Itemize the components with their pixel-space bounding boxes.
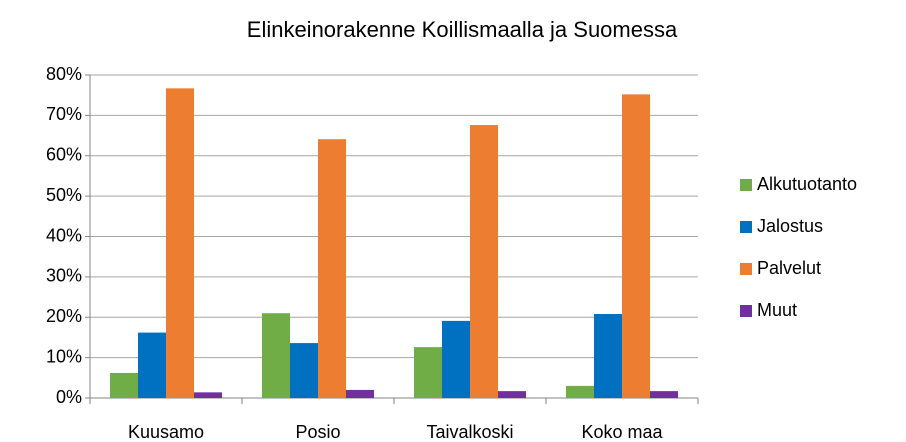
bar [346, 389, 374, 398]
bar [650, 391, 678, 398]
bar [166, 88, 194, 398]
bar [262, 313, 290, 398]
bar [498, 391, 526, 398]
legend-swatch [740, 221, 752, 233]
bar [138, 332, 166, 398]
y-tick-label: 70% [46, 104, 82, 124]
x-tick-label: Kuusamo [128, 422, 204, 442]
y-tick-label: 80% [46, 64, 82, 84]
bar [110, 372, 138, 398]
bar [414, 347, 442, 398]
y-tick-label: 10% [46, 346, 82, 366]
y-tick-label: 20% [46, 306, 82, 326]
x-tick-label: Posio [295, 422, 340, 442]
bar [566, 385, 594, 398]
legend-label: Palvelut [757, 258, 821, 278]
legend-label: Jalostus [757, 216, 823, 236]
bar [622, 94, 650, 398]
legend-swatch [740, 305, 752, 317]
y-tick-label: 50% [46, 185, 82, 205]
bar [290, 343, 318, 398]
bar [470, 125, 498, 398]
y-tick-label: 30% [46, 266, 82, 286]
bar [442, 320, 470, 398]
y-tick-label: 60% [46, 145, 82, 165]
bar [318, 139, 346, 399]
y-tick-label: 0% [56, 387, 82, 407]
bar [594, 314, 622, 398]
bar [194, 392, 222, 398]
legend-label: Alkutuotanto [757, 174, 857, 194]
x-tick-label: Koko maa [581, 422, 663, 442]
y-tick-label: 40% [46, 225, 82, 245]
chart-title: Elinkeinorakenne Koillismaalla ja Suomes… [247, 17, 678, 42]
x-tick-label: Taivalkoski [426, 422, 513, 442]
legend-swatch [740, 263, 752, 275]
legend-swatch [740, 179, 752, 191]
legend-label: Muut [757, 300, 797, 320]
